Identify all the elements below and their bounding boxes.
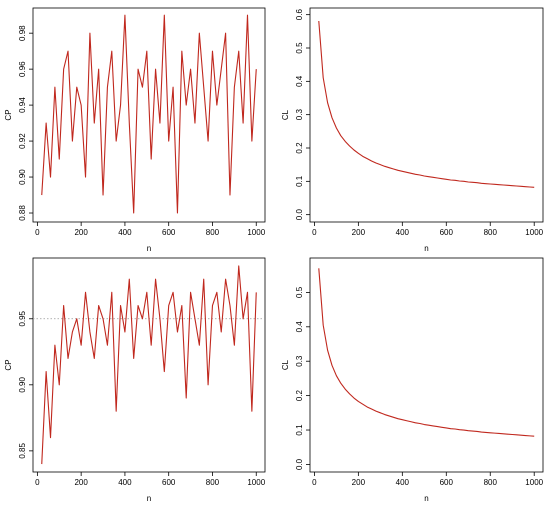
- y-axis-label: CL: [281, 359, 290, 370]
- x-axis-label: n: [424, 494, 428, 503]
- y-tick-label: 0.5: [295, 286, 304, 298]
- y-tick-label: 0.1: [295, 175, 304, 187]
- y-tick-label: 0.0: [295, 209, 304, 221]
- y-tick-label: 0.3: [295, 109, 304, 121]
- x-tick-label: 400: [396, 228, 410, 237]
- plot-frame: [32, 257, 266, 473]
- y-tick-label: 0.1: [295, 424, 304, 436]
- y-tick-label: 0.90: [18, 376, 27, 392]
- x-tick-label: 200: [352, 478, 366, 487]
- x-tick-label: 800: [484, 228, 498, 237]
- x-tick-label: 400: [118, 228, 132, 237]
- x-tick-label: 800: [206, 478, 220, 487]
- x-tick-label: 0: [312, 228, 317, 237]
- y-tick-label: 0.90: [18, 169, 27, 185]
- x-tick-label: 0: [35, 478, 40, 487]
- data-line: [41, 265, 257, 465]
- data-line: [318, 268, 535, 437]
- x-tick-label: 200: [74, 478, 88, 487]
- y-tick-label: 0.4: [295, 75, 304, 87]
- y-tick-label: 0.5: [295, 42, 304, 54]
- y-tick-label: 0.3: [295, 355, 304, 367]
- y-tick-label: 0.2: [295, 142, 304, 154]
- plot-frame: [32, 7, 266, 223]
- y-tick-label: 0.96: [18, 61, 27, 77]
- x-axis-label: n: [147, 494, 151, 503]
- plot-frame: [309, 257, 544, 473]
- x-tick-label: 600: [162, 478, 176, 487]
- y-tick-label: 0.0: [295, 458, 304, 470]
- y-tick-label: 0.85: [18, 443, 27, 459]
- x-tick-label: 1000: [525, 478, 543, 487]
- y-tick-label: 0.4: [295, 321, 304, 333]
- x-tick-label: 0: [35, 228, 40, 237]
- x-tick-label: 600: [162, 228, 176, 237]
- x-tick-label: 600: [440, 478, 454, 487]
- x-tick-label: 200: [352, 228, 366, 237]
- x-tick-label: 1000: [247, 228, 265, 237]
- x-tick-label: 200: [74, 228, 88, 237]
- y-tick-label: 0.98: [18, 25, 27, 41]
- x-tick-label: 600: [440, 228, 454, 237]
- x-tick-label: 1000: [525, 228, 543, 237]
- data-line: [41, 14, 257, 214]
- y-axis-label: CP: [4, 359, 13, 370]
- x-tick-label: 400: [396, 478, 410, 487]
- x-axis-label: n: [424, 244, 428, 253]
- y-tick-label: 0.92: [18, 133, 27, 149]
- y-axis-label: CL: [281, 109, 290, 120]
- y-tick-label: 0.2: [295, 390, 304, 402]
- y-tick-label: 0.6: [295, 9, 304, 21]
- x-tick-label: 800: [484, 478, 498, 487]
- x-tick-label: 1000: [247, 478, 265, 487]
- y-tick-label: 0.95: [18, 310, 27, 326]
- x-tick-label: 800: [206, 228, 220, 237]
- y-axis-label: CP: [4, 109, 13, 120]
- data-line: [318, 20, 535, 188]
- x-tick-label: 400: [118, 478, 132, 487]
- x-axis-label: n: [147, 244, 151, 253]
- y-tick-label: 0.94: [18, 97, 27, 113]
- x-tick-label: 0: [312, 478, 317, 487]
- y-tick-label: 0.88: [18, 205, 27, 221]
- plot-frame: [309, 7, 544, 223]
